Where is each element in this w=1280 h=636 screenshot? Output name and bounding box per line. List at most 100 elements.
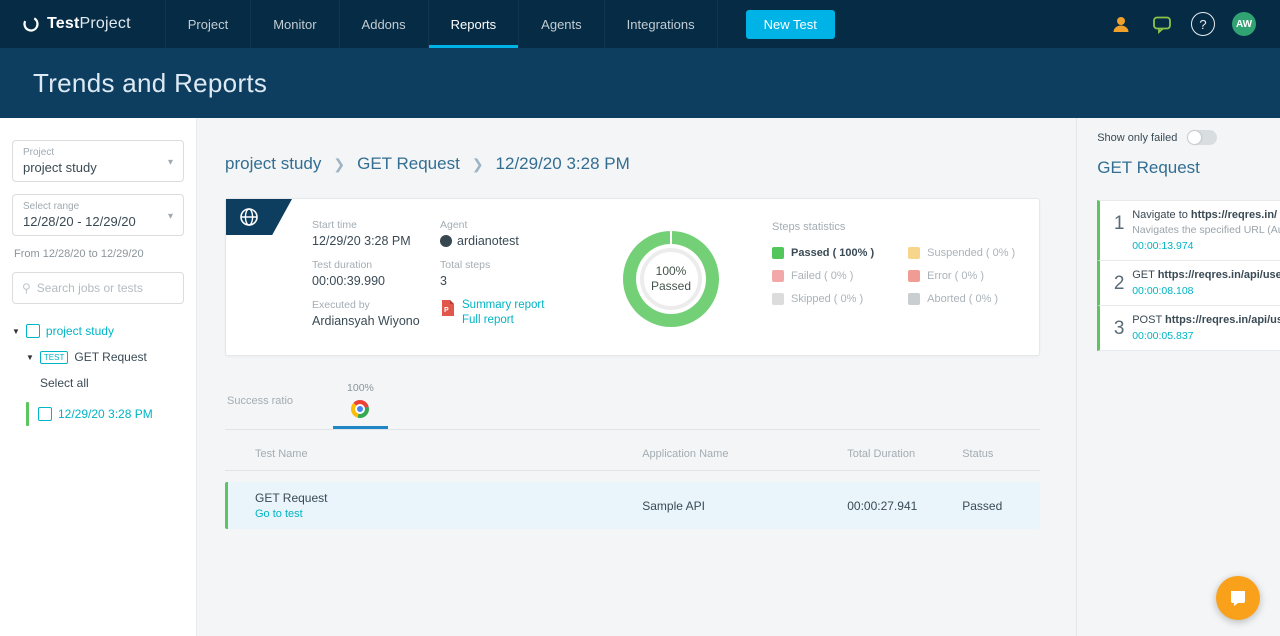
total-steps-label: Total steps [440, 259, 491, 271]
executed-by-label: Executed by [312, 299, 370, 311]
col-status: Status [962, 448, 994, 460]
step-list: 1 Navigate to https://reqres.in/ Navigat… [1097, 200, 1280, 351]
legend-item-aborted: Aborted ( 0% ) [908, 293, 1015, 305]
test-badge: TEST [39, 350, 69, 364]
legend-item-passed: Passed ( 100% ) [772, 247, 874, 259]
table-row[interactable]: GET Request Go to test Sample API 00:00:… [225, 482, 1041, 529]
row-test-name: GET Request [255, 491, 328, 505]
nav-item-monitor[interactable]: Monitor [250, 0, 338, 48]
test-duration-value: 00:00:39.990 [312, 274, 385, 288]
summary-report-link[interactable]: Summary report [462, 299, 545, 311]
breadcrumb-run[interactable]: 12/29/20 3:28 PM [495, 154, 630, 173]
step-number: 3 [1113, 318, 1125, 339]
user-avatar[interactable]: AW [1232, 12, 1256, 36]
col-test-name: Test Name [255, 448, 308, 460]
donut-center-status: Passed [650, 279, 692, 293]
go-to-test-link[interactable]: Go to test [255, 508, 303, 520]
tree-test-label[interactable]: GET Request [74, 350, 147, 364]
full-report-link[interactable]: Full report [462, 314, 514, 326]
web-platform-tab [226, 199, 292, 235]
agent-label: Agent [440, 219, 468, 231]
breadcrumb-test[interactable]: GET Request [357, 154, 460, 173]
row-total-duration: 00:00:27.941 [847, 498, 918, 513]
step-duration: 00:00:13.974 [1132, 240, 1194, 252]
nav-item-integrations[interactable]: Integrations [603, 0, 718, 48]
legend-swatch [772, 247, 784, 259]
step-action: GET [1132, 269, 1158, 281]
main-content: project study ❯ GET Request ❯ 12/29/20 3… [197, 118, 1076, 636]
table-header-row: Test Name Application Name Total Duratio… [225, 430, 1041, 471]
step-item[interactable]: 3 POST https://reqres.in/api/users? 00:0… [1097, 306, 1280, 351]
show-only-failed-toggle[interactable] [1187, 130, 1218, 145]
col-total-duration: Total Duration [847, 448, 916, 460]
tree-run-label[interactable]: 12/29/20 3:28 PM [58, 407, 153, 421]
step-url: https://reqres.in/api/users? [1165, 314, 1280, 326]
col-application-name: Application Name [642, 448, 729, 460]
chevron-down-icon: ▾ [167, 211, 173, 222]
run-checkbox[interactable] [38, 407, 52, 421]
chrome-browser-icon [351, 400, 370, 418]
pdf-icon: P [442, 300, 454, 316]
browser-ratio-tab[interactable]: 100% [333, 382, 388, 429]
steps-statistics-label: Steps statistics [772, 221, 846, 233]
brand-logo[interactable]: TestProject [22, 15, 131, 33]
step-duration: 00:00:05.837 [1132, 330, 1194, 342]
project-select[interactable]: Project project study ▾ [12, 140, 184, 182]
tree-node-run[interactable]: 12/29/20 3:28 PM [12, 402, 184, 426]
tree-project-label[interactable]: project study [45, 324, 114, 338]
search-input[interactable] [36, 281, 174, 295]
step-item[interactable]: 2 GET https://reqres.in/api/users?page =… [1097, 261, 1280, 306]
page-header: Trends and Reports [0, 48, 1280, 118]
select-all-label[interactable]: Select all [12, 376, 184, 390]
legend-item-failed: Failed ( 0% ) [772, 270, 874, 282]
steps-panel-title: GET Request [1097, 158, 1200, 177]
steps-panel: Show only failed GET Request 1 Navigate … [1076, 118, 1280, 636]
search-icon: ⚲ [22, 281, 31, 295]
row-status: Passed [962, 498, 1003, 513]
chat-launcher-button[interactable] [1216, 576, 1260, 620]
executed-by-value: Ardiansyah Wiyono [312, 314, 420, 328]
project-checkbox[interactable] [25, 324, 40, 338]
nav-item-addons[interactable]: Addons [338, 0, 428, 48]
svg-text:P: P [444, 307, 449, 314]
chat-icon[interactable] [1150, 12, 1174, 36]
range-select[interactable]: Select range 12/28/20 - 12/29/20 ▾ [12, 194, 184, 236]
agent-value: ardianotest [457, 234, 519, 248]
test-duration-label: Test duration [312, 259, 373, 271]
account-icon[interactable] [1109, 12, 1133, 36]
summary-card: Start time 12/29/20 3:28 PM Test duratio… [225, 198, 1041, 356]
legend-swatch [908, 270, 921, 282]
tree-node-test[interactable]: ▼ TEST GET Request [12, 350, 184, 364]
legend-item-skipped: Skipped ( 0% ) [772, 293, 874, 305]
select-all-text[interactable]: Select all [40, 376, 89, 390]
legend-swatch [772, 270, 784, 282]
donut-center-percent: 100% [655, 264, 687, 278]
start-time-label: Start time [312, 219, 357, 231]
chevron-right-icon: ❯ [333, 155, 346, 172]
project-select-label: Project [23, 147, 55, 158]
legend-item-suspended: Suspended ( 0% ) [908, 247, 1015, 259]
chevron-right-icon: ❯ [471, 155, 484, 172]
tree-node-project[interactable]: ▼ project study [12, 324, 184, 338]
chat-bubble-icon [1231, 591, 1245, 606]
tree-expand-icon[interactable]: ▼ [26, 352, 34, 362]
results-table: Test Name Application Name Total Duratio… [225, 430, 1041, 529]
page-title: Trends and Reports [33, 67, 268, 98]
step-action: POST [1132, 314, 1166, 326]
left-sidebar: Project project study ▾ Select range 12/… [0, 118, 197, 636]
nav-item-reports[interactable]: Reports [427, 0, 519, 48]
breadcrumb-project[interactable]: project study [225, 154, 322, 173]
success-ratio-label: Success ratio [227, 395, 294, 407]
tree-expand-icon[interactable]: ▼ [12, 326, 20, 336]
nav-item-agents[interactable]: Agents [518, 0, 603, 48]
new-test-button[interactable]: New Test [745, 9, 835, 39]
ratio-percent: 100% [347, 382, 374, 394]
chevron-down-icon: ▾ [167, 157, 173, 168]
project-select-value: project study [23, 160, 97, 175]
nav-item-project[interactable]: Project [164, 0, 250, 48]
range-select-value: 12/28/20 - 12/29/20 [23, 214, 136, 229]
globe-icon [240, 208, 258, 226]
help-icon[interactable]: ? [1191, 12, 1215, 36]
step-item[interactable]: 1 Navigate to https://reqres.in/ Navigat… [1097, 200, 1280, 261]
range-hint: From 12/28/20 to 12/29/20 [14, 248, 144, 260]
